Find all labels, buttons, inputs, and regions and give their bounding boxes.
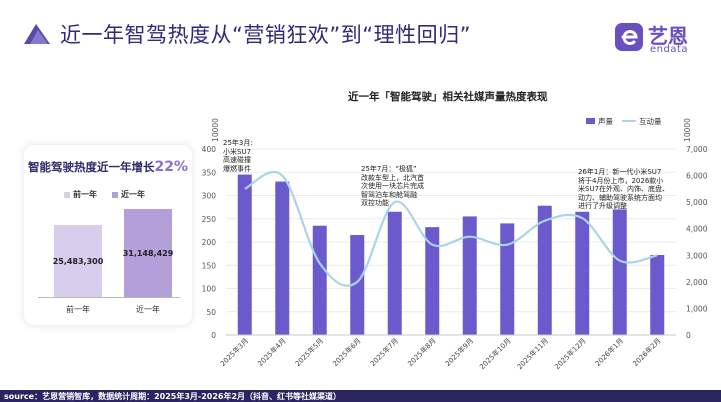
y-right-tick: 7,000 — [686, 145, 708, 154]
volume-bar — [537, 205, 552, 335]
summary-axis — [38, 297, 180, 298]
legend-swatch — [64, 191, 70, 198]
legend-label: 近一年 — [121, 190, 145, 199]
x-tick-label: 2025年5月 — [293, 336, 325, 368]
x-tick-label: 2025年12月 — [552, 336, 587, 371]
footer-source: source：艺恩营销智库，数据统计周期：2025年3月-2026年2月（抖音、… — [4, 392, 342, 401]
y-right-tick: 6,000 — [686, 172, 708, 181]
x-tick-label: 2025年3月 — [218, 336, 250, 368]
volume-bar — [275, 181, 290, 335]
volume-bar — [650, 255, 665, 335]
y-left-tick: 100 — [202, 285, 217, 294]
volume-bar — [500, 223, 515, 335]
summary-bar-label: 近一年 — [136, 305, 160, 314]
y-right-tick: 4,000 — [686, 225, 708, 234]
legend-label: 前一年 — [73, 190, 97, 199]
summary-bar — [54, 225, 102, 297]
y-left-tick: 300 — [202, 192, 217, 201]
volume-bar — [575, 211, 590, 335]
y-left-tick: 0 — [211, 331, 216, 340]
chart-annotation: 26年1月：新一代小米SU7 将于4月份上市，2026款小 米SU7在外观、内饰… — [578, 168, 670, 210]
volume-bar — [237, 174, 252, 335]
y-left-tick: 50 — [206, 308, 216, 317]
y-right-tick: 1,000 — [686, 304, 708, 313]
y-right-tick: 5,000 — [686, 198, 708, 207]
y-right-tick: 0 — [686, 331, 691, 340]
y-right-tick: 3,000 — [686, 251, 708, 260]
x-tick-label: 2025年9月 — [443, 336, 475, 368]
volume-bar — [612, 209, 627, 335]
y-left-tick: 200 — [202, 238, 217, 247]
growth-percent: 22% — [154, 159, 188, 175]
y-left-tick: 400 — [202, 145, 217, 154]
chart-legend: 声量 互动量 — [586, 116, 662, 126]
volume-bar — [425, 227, 440, 335]
y-right-tick: 2,000 — [686, 278, 708, 287]
chart-title: 近一年「智能驾驶」相关社媒声量热度表现 — [348, 91, 548, 103]
x-tick-label: 2025年8月 — [406, 336, 438, 368]
summary-bar-value: 25,483,300 — [52, 257, 104, 267]
volume-bar — [350, 235, 365, 335]
volume-bar — [312, 225, 327, 335]
volume-bar — [387, 211, 402, 335]
legend-swatch — [112, 191, 118, 198]
brand-logo: 艺恩 endata — [612, 20, 712, 56]
logo-icon — [615, 23, 643, 51]
x-tick-label: 2025年10月 — [477, 336, 512, 371]
logo-text-cn: 艺恩 — [648, 24, 688, 48]
x-tick-label: 2025年4月 — [256, 336, 288, 368]
x-tick-label: 2025年6月 — [331, 336, 363, 368]
x-tick-label: 2026年1月 — [593, 336, 625, 368]
y-left-tick: 150 — [202, 261, 217, 270]
summary-title: 智能驾驶热度近一年增长22% — [24, 159, 192, 175]
y-left-tick: 350 — [202, 168, 217, 177]
summary-title-text: 智能驾驶热度近一年增长 — [27, 160, 155, 174]
chart-annotation: 25年7月：“极狐” 改款车型上，北汽首 次使用一块芯片完成 智驾泊车和舱驾融 … — [361, 165, 424, 207]
summary-card: 智能驾驶热度近一年增长22% 前一年 近一年 25,483,300 前一年 31,1… — [24, 145, 192, 325]
y-left-tick: 250 — [202, 215, 217, 224]
summary-legend-recent: 近一年 — [112, 189, 145, 200]
summary-bar — [124, 209, 172, 297]
header-triangle-icon — [24, 24, 50, 44]
legend-bar-swatch — [586, 118, 595, 124]
legend-line-label: 互动量 — [639, 116, 662, 126]
logo-text-en: endata — [650, 44, 689, 55]
x-tick-label: 2026年2月 — [631, 336, 663, 368]
chart-annotation: 25年3月: 小米SU7 高速碰撞 爆燃事件 — [223, 139, 253, 173]
footer-bar: source：艺恩营销智库，数据统计周期：2025年3月-2026年2月（抖音、… — [0, 390, 721, 402]
summary-legend-prev: 前一年 — [64, 189, 97, 200]
legend-bar-label: 声量 — [598, 116, 613, 126]
x-tick-label: 2025年7月 — [368, 336, 400, 368]
page-title: 近一年智驾热度从“营销狂欢”到“理性回归” — [60, 23, 472, 47]
y-left-unit: 10000 — [211, 118, 220, 142]
volume-bar — [462, 216, 477, 335]
x-tick-label: 2025年11月 — [515, 336, 550, 371]
summary-bar-label: 前一年 — [66, 305, 90, 314]
y-right-unit: 10000 — [683, 118, 692, 142]
summary-bar-value: 31,148,429 — [122, 249, 174, 259]
